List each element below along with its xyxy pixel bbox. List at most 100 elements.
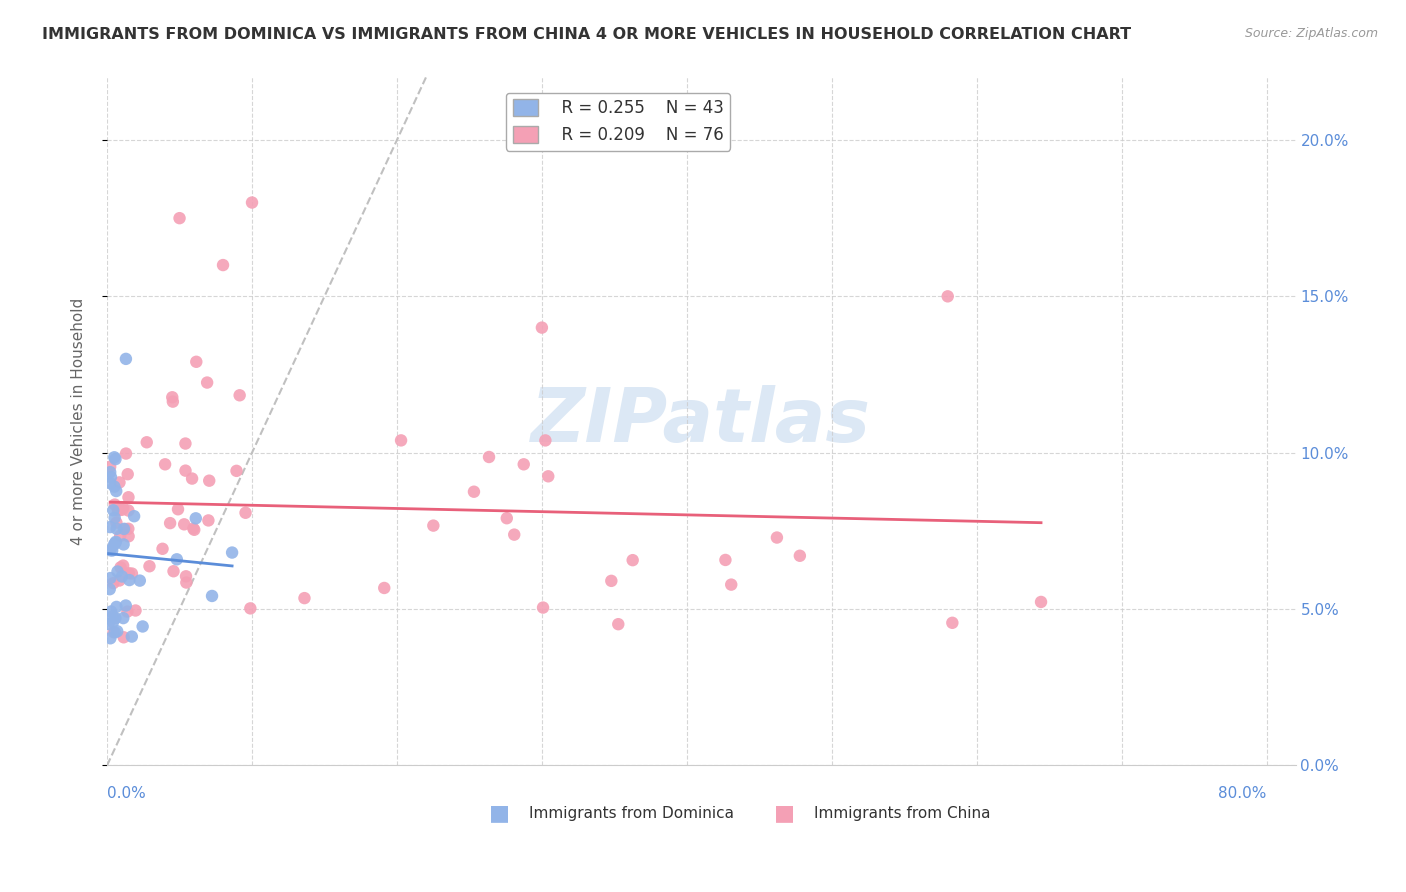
Point <box>104 534 127 549</box>
Point <box>97 617 120 632</box>
Point <box>181 472 204 486</box>
Point <box>108 475 131 490</box>
Point <box>98 520 121 534</box>
Point <box>162 394 184 409</box>
Point <box>117 529 139 543</box>
Point <box>103 450 125 465</box>
Point <box>104 452 127 467</box>
Point <box>512 458 534 472</box>
Point <box>112 537 135 551</box>
Point <box>162 390 184 404</box>
Point <box>537 469 560 483</box>
Point <box>373 581 395 595</box>
Point <box>463 484 485 499</box>
Point <box>197 513 219 527</box>
Point <box>104 611 127 625</box>
Point <box>294 591 316 606</box>
Point <box>118 573 141 587</box>
Point <box>112 501 135 516</box>
Point <box>167 502 190 516</box>
Point <box>135 435 157 450</box>
Text: 80.0%: 80.0% <box>1218 786 1267 801</box>
Point <box>98 543 121 558</box>
Point <box>240 195 263 210</box>
Point <box>114 599 136 613</box>
Point <box>103 576 125 591</box>
Point <box>117 490 139 504</box>
Point <box>153 458 176 472</box>
Point <box>105 522 128 536</box>
Legend:   R = 0.255    N = 43,   R = 0.209    N = 76: R = 0.255 N = 43, R = 0.209 N = 76 <box>506 93 730 151</box>
Point <box>121 630 143 644</box>
Point <box>1029 595 1052 609</box>
Point <box>98 459 121 474</box>
Point <box>198 474 221 488</box>
Point <box>103 625 125 640</box>
Text: Immigrants from China: Immigrants from China <box>814 806 991 821</box>
Point <box>600 574 623 588</box>
Point <box>107 565 129 579</box>
Point <box>108 529 131 543</box>
Point <box>138 559 160 574</box>
Point <box>941 615 963 630</box>
Text: ZIPatlas: ZIPatlas <box>531 385 872 458</box>
Point <box>100 470 122 484</box>
Point <box>101 615 124 629</box>
Point <box>228 388 250 402</box>
Point <box>110 560 132 574</box>
Point <box>112 611 135 625</box>
Point <box>122 509 145 524</box>
Point <box>225 464 247 478</box>
Text: ■: ■ <box>489 804 510 823</box>
Point <box>235 506 257 520</box>
Text: Source: ZipAtlas.com: Source: ZipAtlas.com <box>1244 27 1378 40</box>
Point <box>201 589 224 603</box>
Point <box>117 605 139 619</box>
Text: 0.0%: 0.0% <box>107 786 146 801</box>
Point <box>186 355 208 369</box>
Point <box>118 566 141 581</box>
Point <box>111 569 134 583</box>
Point <box>124 603 146 617</box>
Point <box>100 605 122 619</box>
Point <box>103 503 125 517</box>
Point <box>534 434 557 448</box>
Point <box>166 552 188 566</box>
Point <box>162 564 184 578</box>
Point <box>169 211 191 226</box>
Point <box>530 320 553 334</box>
Point <box>195 376 218 390</box>
Point <box>212 258 235 272</box>
Point <box>98 476 121 491</box>
Point <box>174 464 197 478</box>
Point <box>98 582 121 597</box>
Point <box>105 484 128 499</box>
Point <box>117 467 139 482</box>
Point <box>422 518 444 533</box>
Point <box>495 511 517 525</box>
Point <box>103 480 125 494</box>
Point <box>104 625 127 640</box>
Point <box>105 599 128 614</box>
Point <box>714 553 737 567</box>
Text: IMMIGRANTS FROM DOMINICA VS IMMIGRANTS FROM CHINA 4 OR MORE VEHICLES IN HOUSEHOL: IMMIGRANTS FROM DOMINICA VS IMMIGRANTS F… <box>42 27 1132 42</box>
Point <box>105 516 128 530</box>
Point <box>112 558 135 573</box>
Point <box>115 446 138 460</box>
Point <box>128 574 150 588</box>
Point <box>174 569 197 583</box>
Point <box>105 624 128 639</box>
Point <box>389 434 412 448</box>
Point <box>936 289 959 303</box>
Point <box>152 541 174 556</box>
Point <box>720 577 742 591</box>
Point <box>112 630 135 644</box>
Point <box>239 601 262 615</box>
Point <box>181 521 204 535</box>
Point <box>121 566 143 581</box>
Point <box>104 498 127 512</box>
Point <box>176 575 198 590</box>
Point <box>173 517 195 532</box>
Point <box>478 450 501 464</box>
Point <box>107 503 129 517</box>
